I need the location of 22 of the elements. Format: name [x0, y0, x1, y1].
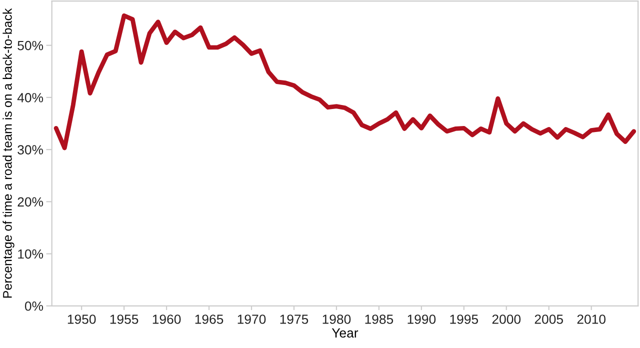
x-tick-label: 1950: [68, 314, 96, 324]
x-tick-label: 2005: [534, 314, 563, 324]
y-tick-label: 40%: [17, 93, 44, 102]
y-tick-label: 50%: [18, 40, 44, 50]
x-tick-label: 1995: [450, 314, 478, 324]
x-tick-label: 1960: [152, 314, 181, 324]
x-tick-label: 1985: [365, 314, 394, 324]
x-tick-label: 2000: [492, 314, 521, 324]
line-series: [54, 13, 636, 150]
x-tick-label: 1970: [238, 314, 266, 324]
x-tick-label: 2010: [577, 314, 606, 324]
y-tick-label: 20%: [18, 197, 44, 207]
x-tick-label: 1965: [195, 314, 224, 324]
y-axis-title: Percentage of time a road team is on a back-to-back: [2, 8, 14, 298]
x-axis-title: Year: [332, 328, 358, 338]
x-tick-label: 1980: [322, 314, 351, 324]
y-tick-label: 10%: [18, 249, 44, 259]
x-tick-label: 1975: [280, 314, 308, 324]
y-tick-label: 30%: [18, 145, 44, 154]
y-tick-label: 0%: [24, 301, 44, 311]
x-tick-label: 1955: [110, 314, 138, 324]
x-tick-label: 1990: [408, 314, 436, 324]
